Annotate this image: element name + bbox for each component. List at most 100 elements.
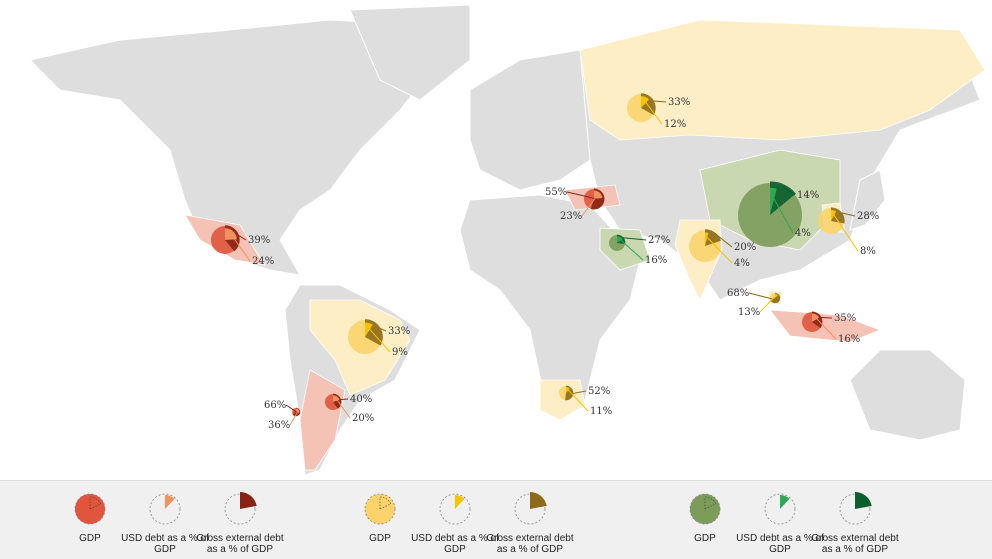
legend-label: USD debt as a % of GDP (121, 533, 209, 555)
leader-line (581, 194, 599, 217)
leader-line (814, 316, 837, 340)
leader-line (567, 388, 589, 412)
pie-chart: 40% 20% (325, 393, 374, 424)
usd-debt-label: 13% (738, 307, 760, 318)
external-debt-label: 52% (588, 386, 610, 397)
pie-charts: 39% 24% 33% 9% 40% 20% 66% 36% 55% 23% 27% 16% 33% 12… (211, 93, 879, 431)
external-debt-label: 20% (734, 242, 756, 253)
leader-line (572, 390, 587, 394)
australia (849, 349, 966, 441)
leader-line (237, 234, 247, 241)
pie-chart: 33% 12% (627, 93, 690, 130)
usd-debt-label: 16% (645, 255, 667, 266)
leader-line (783, 185, 796, 196)
pie-chart: 35% 16% (802, 311, 860, 345)
leader-line (832, 213, 859, 252)
pie-chart: 66% 36% (264, 400, 301, 431)
leader-line (714, 232, 733, 248)
usd-debt-wedge (775, 293, 779, 298)
usd-debt-label: 23% (560, 211, 582, 222)
gdp-legend-icon (689, 493, 721, 525)
leader-line (748, 292, 780, 302)
legend-red-usd: USD debt as a % of GDP (120, 487, 210, 555)
country-south-africa (539, 379, 586, 421)
legend-green-usd: USD debt as a % of GDP (735, 487, 825, 555)
gdp-legend-icon (74, 493, 106, 525)
usd-debt-label: 12% (664, 119, 686, 130)
usd-debt-label: 20% (352, 413, 374, 424)
pie-chart: 52% 11% (559, 385, 612, 417)
external-debt-label: 28% (857, 211, 879, 222)
leader-line (759, 294, 777, 313)
external-debt-wedge (770, 181, 796, 215)
legend-green-ext: Gross external debt as a % of GDP (810, 487, 900, 555)
pie-chart: 55% 23% (545, 187, 605, 222)
external-debt-label: 35% (834, 313, 856, 324)
leader-line (367, 326, 391, 353)
usd-debt-wedge (831, 209, 837, 221)
leader-line (340, 398, 349, 401)
leader-line (653, 100, 667, 103)
external-debt-label: 33% (388, 326, 410, 337)
leader-line (771, 195, 794, 234)
pie-chart: 33% 9% (348, 319, 410, 358)
leader-line (566, 191, 604, 202)
external-debt-label: 14% (797, 190, 819, 201)
greenland (349, 4, 471, 101)
usd-debt-label: 9% (392, 347, 408, 358)
usd-legend-icon (439, 493, 471, 525)
usd-debt-label: 24% (252, 256, 274, 267)
legend-yellow-usd: USD debt as a % of GDP (410, 487, 500, 555)
leader-line (840, 212, 856, 217)
leader-line (379, 327, 387, 332)
legend-label: GDP (79, 533, 101, 544)
external-debt-wedge (705, 229, 721, 246)
usd-legend-icon (764, 493, 796, 525)
legend-yellow-gdp: GDP (335, 487, 425, 544)
legend-label: USD debt as a % of GDP (411, 533, 499, 555)
leader-line (230, 233, 251, 262)
leader-line (705, 236, 733, 264)
external-debt-label: 68% (727, 288, 749, 299)
pie-chart: 14% 4% (738, 181, 819, 247)
pie-chart: 68% 13% (727, 288, 781, 318)
usd-debt-label: 11% (590, 406, 612, 417)
leader-line (643, 99, 663, 125)
leader-line (335, 397, 351, 419)
pie-chart: 20%4% (689, 229, 756, 269)
usd-debt-label: 4% (795, 228, 811, 239)
external-debt-label: 66% (264, 400, 286, 411)
external-debt-label: 33% (668, 97, 690, 108)
external-debt-label: 27% (648, 235, 670, 246)
legend-label: GDP (369, 533, 391, 544)
usd-debt-wedge (365, 322, 373, 337)
pie-chart: 39% 24% (211, 225, 274, 267)
country-russia (579, 19, 986, 141)
usd-debt-label: 16% (838, 334, 860, 345)
legend: GDP USD debt as a % of GDP Gross external … (0, 480, 992, 559)
usd-debt-label: 36% (268, 420, 290, 431)
leader-line (820, 316, 833, 319)
legend-label: GDP (694, 533, 716, 544)
usd-debt-label: 4% (734, 258, 750, 269)
japan (849, 169, 886, 231)
ext-legend-icon (839, 492, 872, 525)
pie-chart: 28% 8% (818, 207, 879, 257)
external-debt-label: 55% (545, 187, 567, 198)
legend-label: Gross external debt as a % of GDP (486, 533, 574, 555)
leader-line (622, 237, 647, 241)
country-indonesia (769, 309, 882, 343)
external-debt-label: 39% (248, 235, 270, 246)
europe (469, 49, 601, 191)
leader-line (289, 410, 299, 426)
legend-green-gdp: GDP (660, 487, 750, 544)
usd-debt-wedge (770, 187, 777, 215)
legend-yellow-ext: Gross external debt as a % of GDP (485, 487, 575, 555)
legend-label: Gross external debt as a % of GDP (811, 533, 899, 555)
ext-legend-icon (514, 492, 547, 525)
pie-chart: 27% 16% (609, 234, 670, 266)
usd-legend-icon (149, 493, 181, 525)
legend-label: USD debt as a % of GDP (736, 533, 824, 555)
usd-debt-label: 8% (860, 246, 876, 257)
world-map: 39% 24% 33% 9% 40% 20% 66% 36% 55% 23% 27% 16% 33% 12… (29, 4, 986, 476)
